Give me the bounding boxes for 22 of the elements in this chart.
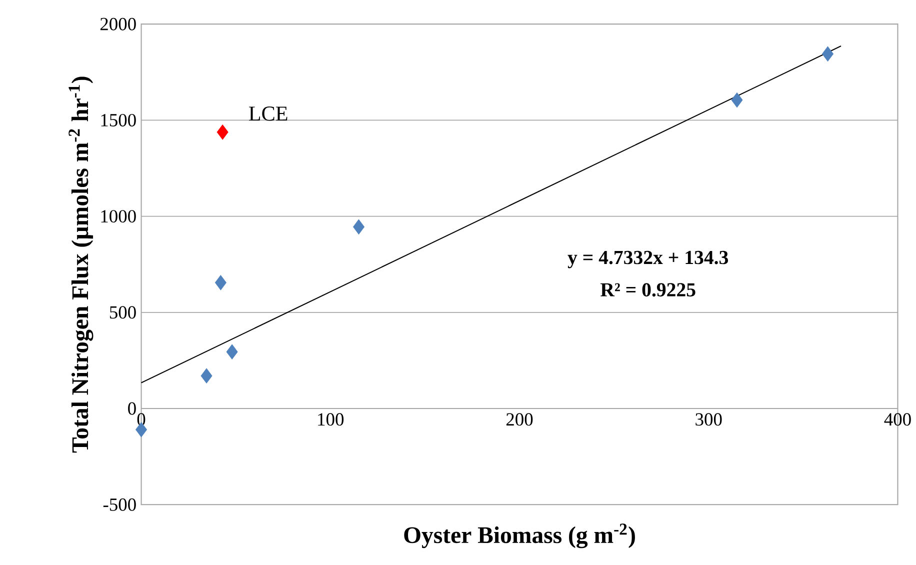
x-tick-label: 200 — [506, 413, 533, 426]
y-axis-title: Total Nitrogen Flux (µmoles m$^{-2}$ hr$^{-1}$) — [68, 76, 94, 453]
y-tick-label: 1000 — [101, 210, 136, 223]
y-tick-label: 500 — [110, 306, 136, 319]
y-tick-label: 0 — [128, 402, 136, 415]
x-tick-label: 100 — [318, 413, 344, 426]
x-axis-title: Oyster Biomass (g m$^{-2}$) — [404, 524, 635, 548]
annotation: y = 4.7332x + 134.3 — [568, 250, 728, 268]
point — [214, 275, 226, 290]
point — [731, 92, 743, 108]
y-tick-label: 1500 — [101, 114, 136, 126]
x-tick-label: 300 — [696, 413, 722, 426]
point — [216, 124, 228, 140]
annotation: LCE — [248, 106, 288, 121]
x-tick-label: 400 — [884, 413, 911, 426]
point — [226, 344, 238, 360]
y-tick-label: 2000 — [100, 18, 136, 30]
point — [200, 368, 212, 384]
y-tick-label: -500 — [103, 498, 136, 511]
point — [353, 219, 364, 234]
point — [822, 46, 834, 62]
annotation: R² = 0.9225 — [600, 283, 696, 297]
